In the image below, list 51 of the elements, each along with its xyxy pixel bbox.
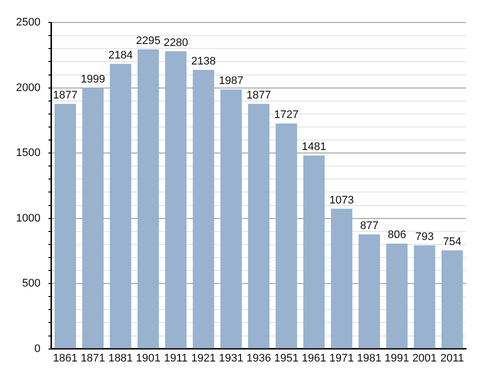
x-tick-label: 2011: [440, 352, 464, 364]
data-label: 1999: [80, 74, 106, 86]
data-label: 2280: [164, 36, 188, 49]
x-tick-label: 1901: [136, 352, 160, 364]
y-tick-label: 1500: [16, 147, 40, 160]
bar: [82, 88, 104, 348]
x-tick-label: 1951: [274, 352, 299, 364]
data-label: 2184: [108, 49, 133, 62]
y-tick-label: 2000: [16, 82, 40, 94]
data-label: 2295: [136, 34, 160, 47]
bar: [220, 90, 242, 348]
bar: [358, 234, 380, 348]
x-tick-label: 1881: [108, 352, 133, 364]
bar: [138, 49, 159, 348]
x-tick-label: 1991: [384, 352, 410, 364]
data-label: 1877: [246, 89, 271, 102]
data-label: 1727: [274, 108, 299, 121]
y-tick-label: 2500: [16, 16, 40, 29]
data-label: 793: [415, 230, 434, 243]
bar: [110, 64, 132, 348]
x-tick-label: 1921: [191, 352, 216, 364]
bar: [54, 104, 76, 348]
data-label: 1481: [302, 141, 326, 154]
bar: [303, 156, 325, 348]
x-tick-label: 2001: [412, 352, 437, 364]
y-tick-label: 500: [22, 278, 40, 290]
x-tick-label: 1936: [246, 352, 271, 364]
bar: [441, 250, 463, 348]
x-tick-label: 1931: [218, 352, 244, 364]
x-tick-label: 1871: [80, 352, 106, 364]
x-tick-label: 1961: [302, 352, 326, 364]
data-label: 1877: [53, 89, 78, 102]
x-tick-label: 1861: [53, 352, 78, 364]
x-tick-label: 1971: [329, 352, 354, 364]
bar: [192, 70, 214, 348]
data-label: 2138: [191, 55, 216, 68]
bar: [165, 51, 187, 348]
data-label: 1987: [218, 75, 244, 88]
data-label: 806: [388, 229, 406, 242]
bar: [330, 208, 352, 348]
y-tick-label: 0: [34, 342, 40, 355]
data-label: 877: [360, 220, 378, 232]
data-label: 1073: [329, 194, 354, 206]
bar: [276, 123, 298, 348]
x-tick-label: 1911: [164, 352, 188, 364]
data-label: 754: [443, 236, 462, 248]
bar: [248, 104, 270, 348]
bar: [414, 245, 436, 348]
x-tick-label: 1981: [357, 352, 382, 364]
y-tick-label: 1000: [16, 212, 40, 224]
bar: [386, 244, 408, 348]
